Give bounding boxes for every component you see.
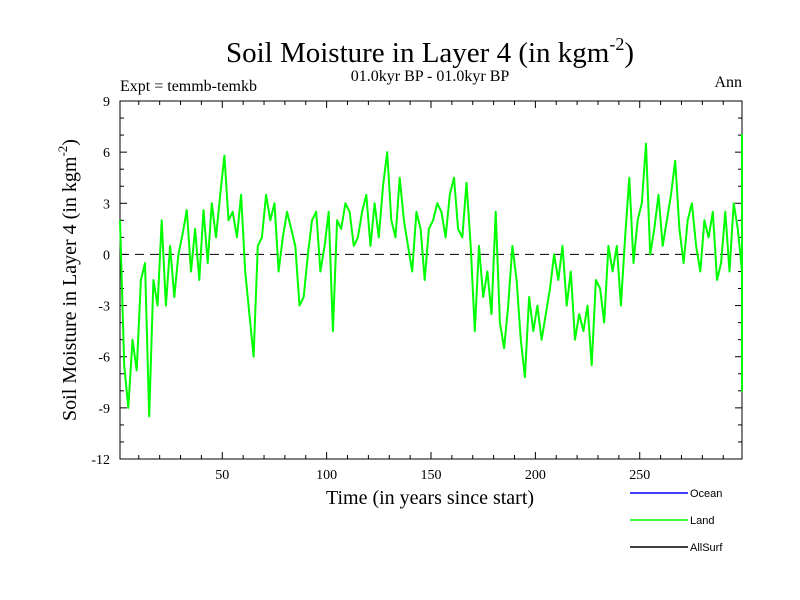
series-line-land (119, 134, 743, 418)
y-tick-label: 0 (103, 248, 110, 263)
x-axis: 50 100 150 200 250 (138, 101, 724, 483)
y-tick-label: -3 (98, 300, 110, 315)
y-tick-label: 3 (103, 197, 110, 212)
y-tick-label: -9 (98, 402, 110, 417)
y-axis: -12 -9 -6 -3 0 3 6 9 (91, 95, 742, 468)
x-tick-label: 50 (215, 468, 229, 483)
x-tick-label: 100 (316, 468, 337, 483)
x-tick-label: 150 (421, 468, 442, 483)
legend-label-land: Land (690, 515, 714, 527)
legend: Ocean Land AllSurf (630, 488, 723, 554)
expt-label: Expt = temmb-temkb (120, 78, 257, 95)
y-axis-label: Soil Moisture in Layer 4 (in kgm-2) (55, 139, 81, 421)
y-tick-label: -12 (91, 453, 110, 468)
y-tick-label: -6 (98, 351, 110, 366)
legend-label-ocean: Ocean (690, 488, 722, 500)
plot-frame (119, 100, 743, 460)
chart-subtitle: 01.0kyr BP - 01.0kyr BP (351, 68, 510, 85)
chart-title: Soil Moisture in Layer 4 (in kgm-2) (226, 34, 634, 69)
y-tick-label: 9 (103, 95, 110, 110)
x-tick-label: 250 (629, 468, 650, 483)
series-layer (119, 134, 743, 418)
legend-label-allsurf: AllSurf (690, 542, 723, 554)
x-axis-label: Time (in years since start) (326, 487, 534, 509)
period-label: Ann (714, 74, 742, 91)
y-tick-label: 6 (103, 146, 110, 161)
x-tick-label: 200 (525, 468, 546, 483)
